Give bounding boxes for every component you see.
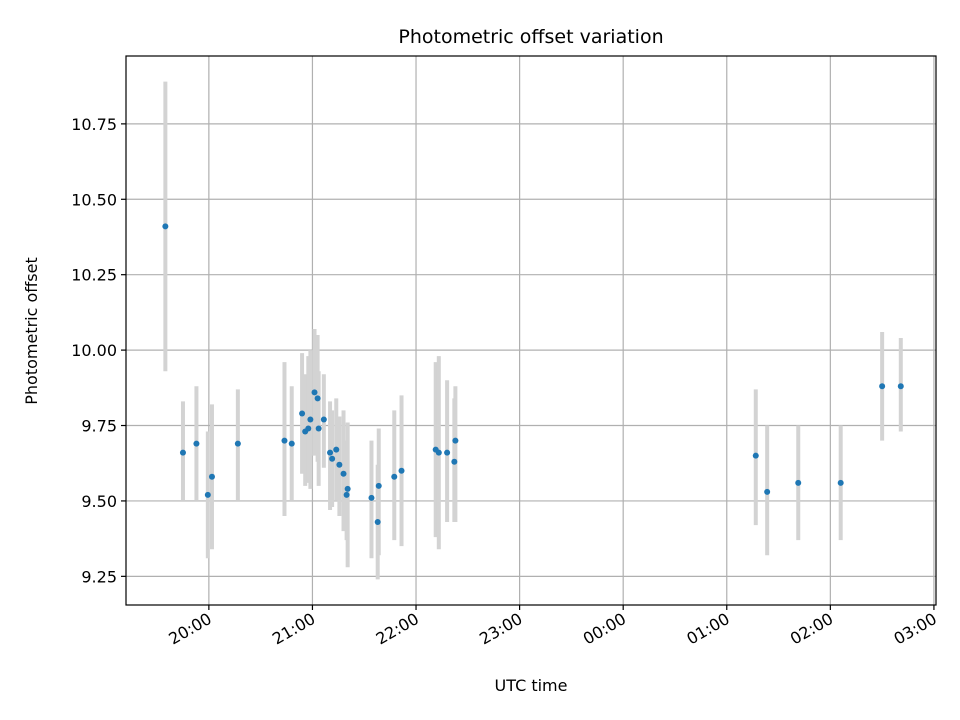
y-tick-label: 9.25 [81, 567, 117, 586]
data-point [299, 410, 306, 417]
data-point [281, 437, 288, 444]
data-point [375, 482, 382, 489]
data-point [327, 449, 334, 456]
data-point [333, 446, 340, 453]
data-point [879, 383, 886, 390]
data-point [897, 383, 904, 390]
data-point [340, 470, 347, 477]
data-point [343, 491, 350, 498]
data-point [208, 473, 215, 480]
data-points [162, 223, 904, 526]
data-point [391, 473, 398, 480]
y-axis: 9.25 9.50 9.75 10.00 10.25 10.50 10.75 [71, 115, 126, 586]
data-point [234, 440, 241, 447]
y-tick-label: 9.75 [81, 417, 117, 436]
data-point [314, 395, 321, 402]
data-point [368, 494, 375, 501]
x-axis-label: UTC time [495, 676, 568, 695]
data-point [315, 425, 322, 432]
data-point [204, 491, 211, 498]
data-point [193, 440, 200, 447]
data-point [764, 488, 771, 495]
chart-title: Photometric offset variation [398, 26, 663, 48]
data-point [451, 458, 458, 465]
y-axis-label: Photometric offset [22, 257, 41, 405]
data-point [329, 455, 336, 462]
data-point [320, 416, 327, 423]
data-point [435, 449, 442, 456]
data-point [311, 389, 318, 396]
data-point [288, 440, 295, 447]
data-point [837, 479, 844, 486]
data-point [344, 485, 351, 492]
data-point [444, 449, 451, 456]
y-tick-label: 10.00 [71, 341, 117, 360]
y-tick-label: 10.50 [71, 190, 117, 209]
data-point [398, 467, 405, 474]
plot-frame [125, 55, 937, 606]
y-tick-label: 9.50 [81, 492, 117, 511]
data-point [795, 479, 802, 486]
data-point [752, 452, 759, 459]
data-point [307, 416, 314, 423]
grid [126, 56, 936, 605]
y-tick-label: 10.25 [71, 266, 117, 285]
data-point [179, 449, 186, 456]
y-tick-label: 10.75 [71, 115, 117, 134]
data-point [374, 519, 381, 526]
data-point [162, 223, 169, 230]
data-point [336, 461, 343, 468]
data-point [305, 425, 312, 432]
data-point [452, 437, 459, 444]
